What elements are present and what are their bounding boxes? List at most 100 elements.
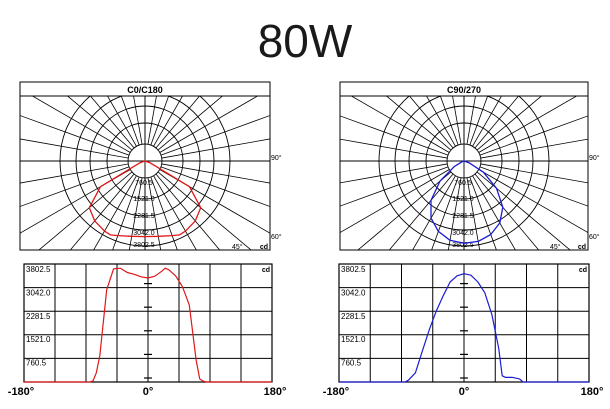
polar-spoke <box>469 176 497 250</box>
polar-spoke <box>385 96 452 151</box>
polar-spoke <box>89 96 135 149</box>
polar-spoke <box>38 171 133 250</box>
polar-diagram-1: C90/270 760.5 1521.0 2281.5 3042.0 3802.5 90° 6… <box>339 81 600 251</box>
polar-spoke <box>20 115 130 156</box>
polar-spoke <box>408 96 454 149</box>
plot-y-tick-label: 2281.5 <box>26 312 51 321</box>
polar-spoke <box>340 166 449 207</box>
polar-spoke <box>66 96 133 151</box>
polar-ring-label: 3042.0 <box>133 230 155 237</box>
polar-spoke <box>452 96 462 145</box>
polar-spoke <box>155 173 221 250</box>
cartesian-plot-3: 760.5 1521.0 2281.5 3042.0 3802.5 cd -180° 0° 18… <box>323 263 603 398</box>
polar-spoke <box>480 163 588 184</box>
polar-spoke <box>69 173 135 250</box>
plot-data-line <box>24 267 272 383</box>
polar-spoke <box>472 96 502 147</box>
polar-spoke <box>150 176 178 250</box>
plot-y-tick-label: 3802.5 <box>341 265 366 274</box>
plot-x-tick-label: 0° <box>459 386 470 398</box>
polar-spoke <box>161 163 270 184</box>
polar-spoke <box>357 171 452 250</box>
plot-unit-label: cd <box>579 267 587 274</box>
polar-spoke <box>466 177 481 250</box>
polar-grid <box>340 96 588 250</box>
polar-spoke <box>340 115 449 156</box>
polar-spoke <box>476 96 543 151</box>
polar-ring-label: 3802.5 <box>133 242 155 249</box>
polar-spoke <box>153 96 183 147</box>
polar-title: C0/C180 <box>127 85 163 95</box>
polar-spoke <box>478 169 588 234</box>
polar-ring-label: 2281.5 <box>452 213 474 220</box>
polar-spoke <box>20 163 129 184</box>
polar-ring-label: 1521.0 <box>452 196 474 203</box>
plot-data-line <box>339 273 589 383</box>
polar-spoke <box>340 163 448 184</box>
polar-spoke <box>160 166 270 207</box>
polar-grid <box>20 96 270 250</box>
polar-angle-label-60: 60° <box>589 233 600 241</box>
polar-spoke <box>426 96 456 147</box>
plot-x-tick-label: -180° <box>323 386 349 398</box>
polar-spoke <box>157 171 252 250</box>
plot-y-tick-label: 3042.0 <box>26 288 51 297</box>
polar-spoke <box>120 96 140 146</box>
polar-ring-label: 760.5 <box>454 180 472 187</box>
polar-spoke <box>128 177 143 250</box>
polar-diagram-0: C0/C180 760.5 1521.0 2281.5 3042.0 3802.5 90° 6… <box>19 81 282 251</box>
polar-spoke <box>472 175 516 250</box>
polar-spoke <box>480 138 588 159</box>
plot-x-tick-label: 180° <box>264 386 287 398</box>
polar-spoke <box>478 96 578 153</box>
plot-y-tick-label: 1521.0 <box>341 335 366 344</box>
polar-spoke <box>474 96 520 149</box>
wattage-title: 80W <box>258 15 353 67</box>
polar-spoke <box>479 115 588 156</box>
polar-spoke <box>147 96 157 145</box>
polar-spoke <box>153 175 197 250</box>
polar-spoke <box>479 166 588 207</box>
polar-spoke <box>20 138 129 159</box>
polar-spoke <box>107 96 137 147</box>
polar-angle-label-90: 90° <box>589 154 600 162</box>
polar-spoke <box>160 115 270 156</box>
polar-spoke <box>159 96 259 153</box>
polar-spoke <box>439 96 459 146</box>
polar-angle-label-45: 45° <box>550 243 561 251</box>
polar-spoke <box>466 96 476 145</box>
plot-y-tick-label: 3042.0 <box>341 288 366 297</box>
polar-ring-label: 1521.0 <box>133 196 155 203</box>
polar-spoke <box>469 96 489 146</box>
polar-spoke <box>93 175 137 250</box>
plot-y-tick-label: 3802.5 <box>26 265 51 274</box>
polar-spoke <box>133 96 143 145</box>
polar-spoke <box>20 166 130 207</box>
cartesian-plot-2: 760.5 1521.0 2281.5 3042.0 3802.5 cd -180° 0° 18… <box>8 263 287 398</box>
polar-spoke <box>431 176 459 250</box>
polar-spoke <box>150 96 170 146</box>
polar-ring-label: 3042.0 <box>452 230 474 237</box>
polar-spoke <box>340 169 450 234</box>
polar-spoke <box>161 138 270 159</box>
polar-spoke <box>112 176 140 250</box>
polar-intensity-curve <box>430 160 504 244</box>
plot-x-tick-label: 0° <box>143 386 154 398</box>
plot-y-tick-label: 760.5 <box>26 359 47 368</box>
polar-spoke <box>388 173 454 250</box>
polar-ring-label: 760.5 <box>135 180 153 187</box>
plot-unit-label: cd <box>262 267 270 274</box>
polar-angle-label-45: 45° <box>232 243 243 251</box>
polar-intensity-curve <box>88 160 202 238</box>
polar-spoke <box>476 171 571 250</box>
plot-x-tick-label: -180° <box>8 386 34 398</box>
polar-title: C90/270 <box>447 85 481 95</box>
plot-y-tick-label: 1521.0 <box>26 335 51 344</box>
polar-spoke <box>157 96 224 151</box>
polar-ring-label: 2281.5 <box>133 213 155 220</box>
polar-spoke <box>350 96 450 153</box>
plot-y-tick-label: 2281.5 <box>341 312 366 321</box>
polar-angle-label-60: 60° <box>271 233 282 241</box>
polar-spoke <box>412 175 456 250</box>
